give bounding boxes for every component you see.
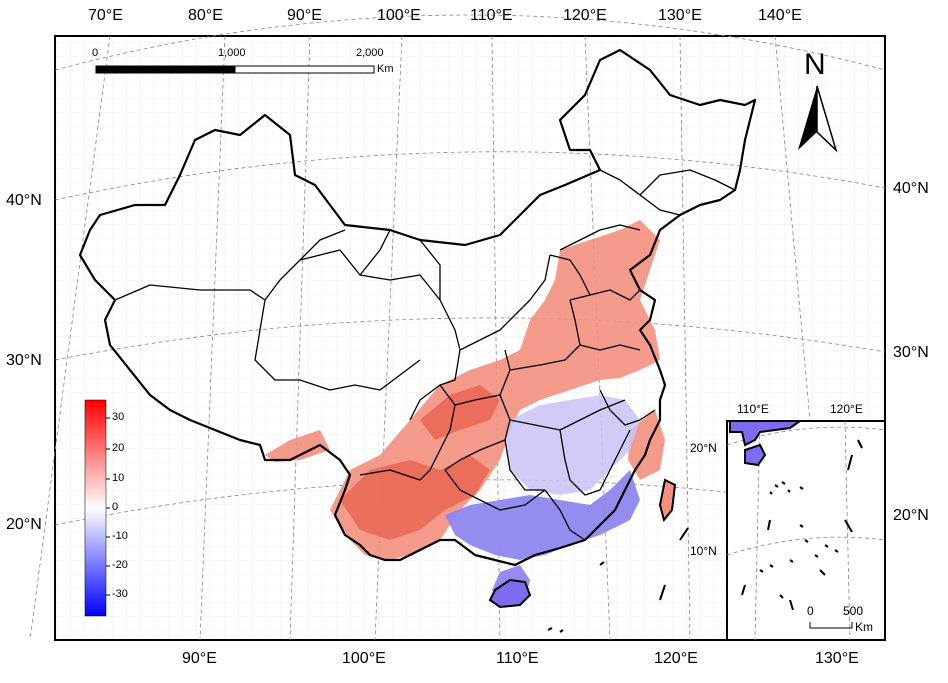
hainan-island	[488, 578, 532, 609]
legend-colorbar	[84, 399, 107, 617]
bottom-lon-label: 100°E	[342, 650, 386, 667]
legend-tick-label: -10	[112, 530, 128, 542]
taiwan-shape	[658, 478, 677, 523]
legend-tick-label: -30	[112, 588, 128, 600]
left-lat-label: 20°N	[6, 516, 42, 533]
left-lat-label: 40°N	[6, 192, 42, 209]
scale-tick-label: 1,000	[218, 47, 246, 59]
top-lon-label: 120°E	[563, 7, 607, 24]
inset-coastline	[729, 420, 804, 467]
legend-tick-label: -20	[112, 559, 128, 571]
inset-islands	[741, 439, 863, 611]
legend-tick-label: 0	[112, 501, 119, 513]
inset-lat-label: 20°N	[690, 441, 717, 455]
right-lat-label: 40°N	[893, 180, 929, 197]
legend-ticks	[106, 417, 110, 596]
top-lon-label: 90°E	[287, 7, 322, 24]
top-lon-label: 140°E	[758, 7, 802, 24]
inset-scale-unit-label: Km	[855, 620, 873, 634]
scale-tick-label: 2,000	[356, 47, 384, 59]
inset-lon-label: 120°E	[830, 402, 863, 416]
top-lon-label: 110°E	[470, 7, 513, 24]
north-label: N	[804, 48, 826, 81]
top-lon-label: 100°E	[377, 7, 421, 24]
south-sea-islands	[547, 527, 689, 633]
north-arrow-icon	[798, 85, 838, 153]
left-lat-label: 30°N	[6, 352, 42, 369]
top-lon-label: 70°E	[88, 7, 123, 24]
scale-unit-label: Km	[377, 63, 394, 75]
weak-negative-area	[505, 395, 640, 495]
inset-lon-label: 110°E	[737, 402, 769, 416]
inset-scale-bar	[809, 622, 853, 629]
legend-tick-label: 20	[112, 442, 125, 454]
bottom-lon-label: 90°E	[182, 650, 217, 667]
inset-scale-tick-label: 500	[843, 604, 864, 618]
inset-lat-label: 10°N	[690, 544, 717, 558]
bottom-lon-label: 110°E	[496, 650, 539, 667]
scale-tick-label: 0	[92, 47, 99, 59]
inset-scale-tick-label: 0	[807, 604, 814, 618]
scale-bar	[95, 65, 375, 74]
right-lat-label: 20°N	[893, 507, 929, 524]
bottom-lon-label: 120°E	[654, 650, 698, 667]
bottom-lon-label: 130°E	[815, 650, 859, 667]
top-lon-label: 130°E	[658, 7, 702, 24]
top-lon-label: 80°E	[188, 7, 223, 24]
country-outline	[78, 48, 757, 567]
legend-tick-label: 10	[112, 472, 125, 484]
legend-tick-label: 30	[112, 411, 125, 423]
right-lat-label: 30°N	[893, 344, 929, 361]
province-boundaries	[114, 169, 736, 541]
